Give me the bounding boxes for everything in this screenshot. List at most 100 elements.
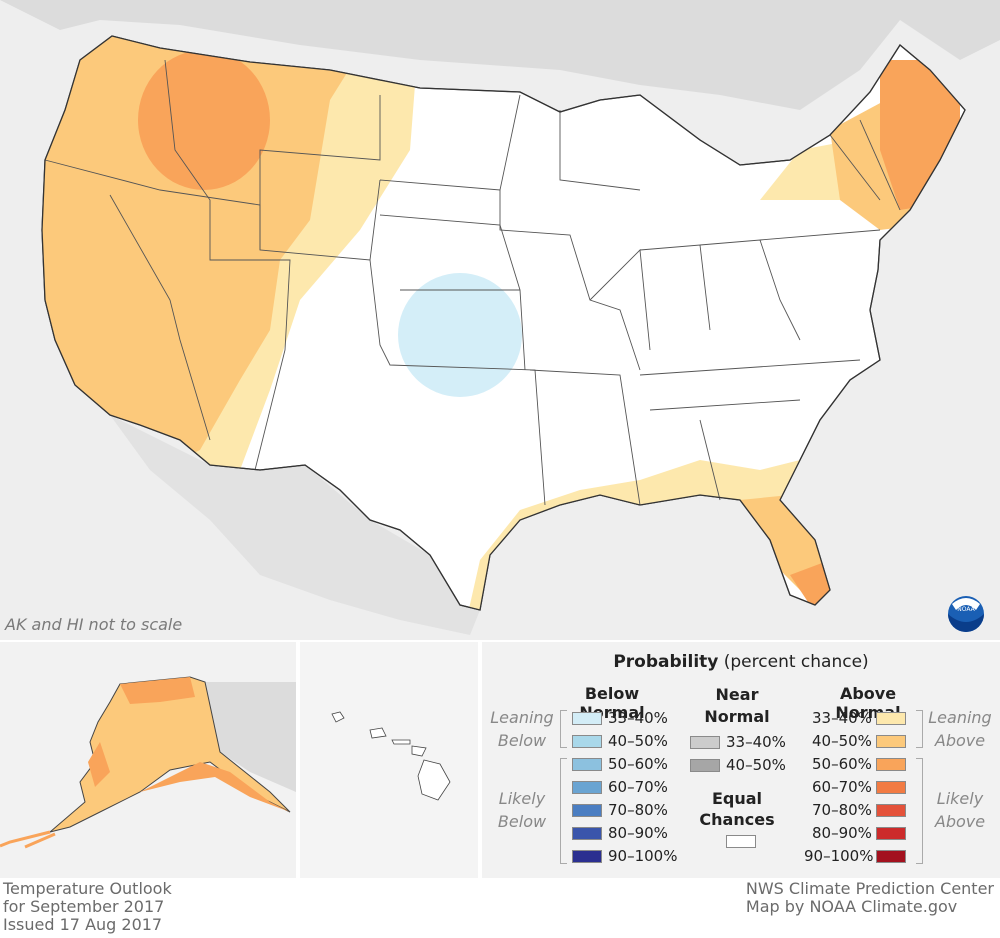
near-label-2: 40–50% bbox=[726, 756, 786, 774]
outlook-caption-line1: Temperature Outlook bbox=[3, 879, 172, 898]
conus-map: NOAA AK and HI not to scale bbox=[0, 0, 1000, 640]
legend-title-rest: (percent chance) bbox=[718, 652, 869, 672]
scale-note: AK and HI not to scale bbox=[5, 615, 183, 634]
above-label-1: 33–40% bbox=[812, 709, 872, 727]
likely-above-label: Likely Above bbox=[920, 787, 1000, 833]
likely-above-line2: Above bbox=[934, 812, 986, 831]
near-swatch-1 bbox=[690, 735, 720, 749]
hawaii-inset bbox=[300, 642, 478, 878]
above-row-2: 40–50% bbox=[812, 732, 906, 750]
below-swatch-5 bbox=[572, 803, 602, 817]
below-swatch-4 bbox=[572, 780, 602, 794]
above-row-5: 70–80% bbox=[812, 801, 906, 819]
above-row-1: 33–40% bbox=[812, 709, 906, 727]
svg-text:NOAA: NOAA bbox=[957, 606, 975, 613]
below-label-4: 60–70% bbox=[608, 778, 668, 796]
credit-caption-line2: Map by NOAA Climate.gov bbox=[745, 897, 958, 916]
above-row-3: 50–60% bbox=[812, 755, 906, 773]
below-label-7: 90–100% bbox=[608, 847, 678, 865]
oahu bbox=[369, 727, 387, 739]
above-label-5: 70–80% bbox=[812, 801, 872, 819]
above-swatch-3 bbox=[876, 757, 906, 771]
credit-caption-line1: NWS Climate Prediction Center bbox=[745, 879, 994, 898]
near-row-2: 40–50% bbox=[690, 756, 786, 774]
mexico-land bbox=[110, 415, 480, 635]
below-label-2: 40–50% bbox=[608, 732, 668, 750]
molokai bbox=[391, 739, 411, 745]
northwest-above-50-60 bbox=[138, 50, 270, 190]
near-normal-heading-line1: Near bbox=[715, 685, 759, 704]
near-normal-heading: Near Normal bbox=[692, 684, 782, 728]
below-row-4: 60–70% bbox=[572, 778, 668, 796]
hawaii-map-svg bbox=[331, 711, 451, 801]
central-below-33-40 bbox=[398, 273, 522, 397]
above-row-6: 80–90% bbox=[812, 824, 906, 842]
canada-yukon-land bbox=[200, 682, 296, 792]
above-label-6: 80–90% bbox=[812, 824, 872, 842]
legend: Probability (percent chance) Below Norma… bbox=[482, 642, 1000, 878]
below-row-3: 50–60% bbox=[572, 755, 668, 773]
likely-below-label: Likely Below bbox=[482, 787, 562, 833]
alaska-inset bbox=[0, 642, 296, 878]
below-swatch-6 bbox=[572, 826, 602, 840]
leaning-above-line2: Above bbox=[934, 731, 986, 750]
kauai bbox=[331, 711, 345, 723]
below-row-6: 80–90% bbox=[572, 824, 668, 842]
near-label-1: 33–40% bbox=[726, 733, 786, 751]
above-swatch-2 bbox=[876, 734, 906, 748]
above-label-3: 50–60% bbox=[812, 755, 872, 773]
below-swatch-3 bbox=[572, 757, 602, 771]
outlook-caption-line3: Issued 17 Aug 2017 bbox=[3, 915, 163, 934]
alaska-west-above-50-60 bbox=[88, 742, 110, 787]
alaska-land bbox=[49, 676, 291, 833]
above-swatch-1 bbox=[876, 711, 906, 725]
credit-caption: NWS Climate Prediction Center Map by NOA… bbox=[746, 880, 994, 916]
likely-below-line2: Below bbox=[497, 812, 547, 831]
state-borders bbox=[44, 59, 901, 506]
above-label-7: 90–100% bbox=[804, 847, 874, 865]
below-swatch-1 bbox=[572, 711, 602, 725]
below-label-3: 50–60% bbox=[608, 755, 668, 773]
leaning-below-line2: Below bbox=[497, 731, 547, 750]
leaning-below-label: Leaning Below bbox=[482, 706, 562, 752]
below-row-2: 40–50% bbox=[572, 732, 668, 750]
alaska-south-above-50-60 bbox=[140, 762, 290, 812]
above-label-2: 40–50% bbox=[812, 732, 872, 750]
aleutians bbox=[0, 830, 56, 849]
likely-below-bracket bbox=[560, 758, 567, 864]
likely-above-bracket bbox=[916, 758, 923, 864]
above-row-4: 60–70% bbox=[812, 778, 906, 796]
alaska-map-svg bbox=[0, 642, 296, 878]
above-swatch-4 bbox=[876, 780, 906, 794]
equal-chances-swatch bbox=[726, 835, 756, 848]
below-row-5: 70–80% bbox=[572, 801, 668, 819]
above-row-7: 90–100% bbox=[804, 847, 906, 865]
equal-chances-line2: Chances bbox=[699, 810, 775, 829]
legend-title-bold: Probability bbox=[613, 652, 719, 672]
outlook-caption: Temperature Outlook for September 2017 I… bbox=[3, 880, 172, 934]
big-island bbox=[417, 759, 451, 801]
above-label-4: 60–70% bbox=[812, 778, 872, 796]
below-swatch-7 bbox=[572, 849, 602, 863]
above-swatch-7 bbox=[876, 849, 906, 863]
conus-map-svg: NOAA bbox=[0, 0, 1000, 635]
outlook-caption-line2: for September 2017 bbox=[3, 897, 165, 916]
maui bbox=[411, 745, 427, 757]
near-swatch-2 bbox=[690, 758, 720, 772]
below-row-7: 90–100% bbox=[572, 847, 677, 865]
above-swatch-5 bbox=[876, 803, 906, 817]
leaning-above-bracket bbox=[916, 710, 923, 748]
near-normal-heading-line2: Normal bbox=[704, 707, 770, 726]
below-label-1: 33–40% bbox=[608, 709, 668, 727]
legend-title: Probability (percent chance) bbox=[482, 652, 1000, 672]
alaska-north-above-50-60 bbox=[120, 677, 195, 704]
near-row-1: 33–40% bbox=[690, 733, 786, 751]
likely-above-line1: Likely bbox=[936, 789, 984, 808]
likely-below-line1: Likely bbox=[498, 789, 546, 808]
noaa-logo-icon: NOAA bbox=[948, 596, 984, 632]
below-label-6: 80–90% bbox=[608, 824, 668, 842]
west-above-40-50 bbox=[42, 36, 380, 470]
leaning-above-line1: Leaning bbox=[928, 708, 992, 727]
leaning-above-label: Leaning Above bbox=[920, 706, 1000, 752]
leaning-below-bracket bbox=[560, 710, 567, 748]
